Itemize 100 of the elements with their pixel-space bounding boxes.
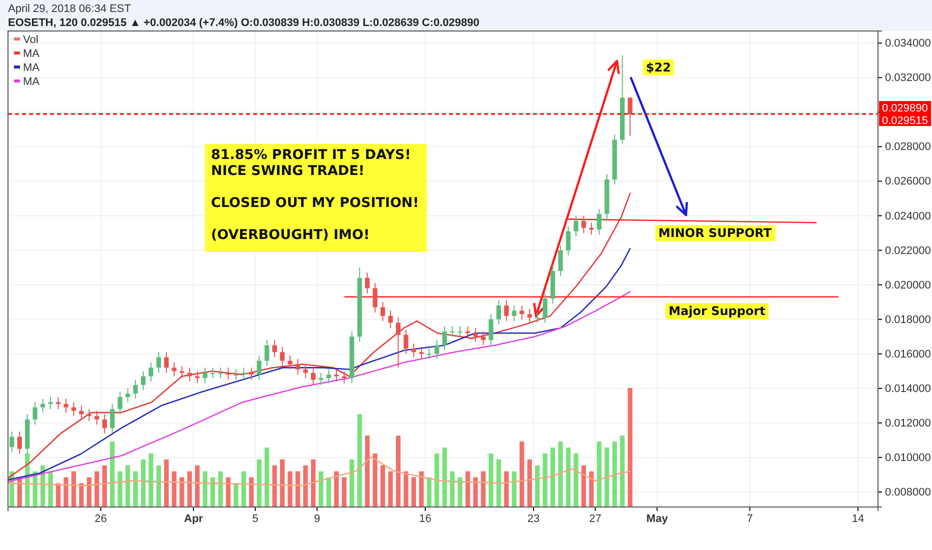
bar (156, 465, 162, 507)
candlestick (589, 222, 594, 236)
bar (202, 471, 208, 507)
candlestick (64, 398, 68, 414)
bar (133, 471, 138, 507)
candlestick (288, 355, 292, 370)
candlestick (574, 215, 578, 237)
candlestick (133, 379, 138, 400)
bar (334, 471, 339, 507)
candlestick (110, 403, 115, 434)
x-tick-label: 14 (852, 512, 864, 525)
annotation: $22 (646, 60, 671, 74)
bar (187, 471, 192, 507)
y-tick-label: 0.034000 (885, 38, 931, 50)
y-tick-label: 0.022000 (885, 244, 931, 257)
bar (303, 465, 308, 507)
candlestick (280, 346, 285, 366)
bar (71, 471, 76, 507)
candlestick (272, 340, 277, 358)
candlestick (527, 308, 532, 324)
bar (226, 477, 231, 507)
bar (118, 471, 122, 507)
candlestick (450, 326, 455, 338)
bar (442, 448, 447, 507)
candlestick (48, 396, 53, 410)
candlestick (94, 410, 100, 426)
text: 0.029515 (882, 114, 928, 127)
candlestick (504, 300, 509, 322)
candlestick (310, 367, 316, 386)
y-tick-label: 0.016000 (885, 348, 931, 360)
bar (350, 459, 354, 507)
bar (180, 477, 184, 507)
candlestick (218, 367, 223, 379)
candlestick (326, 368, 332, 384)
candlestick (118, 391, 122, 415)
bar (396, 436, 401, 507)
y-tick-label: 0.020000 (885, 279, 931, 292)
x-tick-label: 7 (746, 512, 753, 525)
bar (388, 471, 393, 507)
x-tick-label: May (646, 512, 669, 525)
bar (426, 477, 432, 507)
bar (256, 459, 262, 507)
bar (110, 442, 115, 507)
y-tick-label: 0.012000 (885, 417, 931, 430)
annotation: Major Support (668, 304, 766, 318)
candlestick (148, 362, 154, 382)
bar (620, 436, 625, 507)
candlestick (210, 367, 216, 379)
candlestick (318, 372, 324, 386)
bar (535, 465, 540, 507)
candlestick (628, 97, 632, 136)
candlestick (187, 367, 192, 382)
bar (465, 471, 470, 507)
bar (581, 465, 586, 507)
candlestick (256, 355, 262, 380)
candlestick (32, 402, 38, 426)
bar (612, 442, 617, 507)
candlestick (535, 312, 540, 324)
y-tick-label: 0.032000 (885, 72, 931, 84)
candlestick (10, 431, 14, 453)
line-series (7, 248, 631, 481)
bar (496, 459, 502, 507)
bar (172, 471, 176, 507)
chart-title: April 29, 2018 06:34 EST (8, 3, 132, 15)
bar (480, 471, 486, 507)
candlestick (520, 305, 524, 320)
candlestick (40, 398, 46, 414)
candlestick (372, 282, 378, 313)
bar (458, 477, 462, 507)
chart-subtitle: EOSETH, 120 0.029515 ▲ +0.002034 (+7.4%) O:0.030839 H:0.030839 L:0.028639 C:0.029890 (8, 17, 480, 29)
candlestick (512, 305, 516, 322)
candlestick (303, 364, 308, 379)
bar (411, 477, 416, 507)
bar (86, 477, 92, 507)
bar (272, 465, 277, 507)
candlestick (17, 431, 22, 454)
candlestick (434, 340, 440, 360)
bar (102, 465, 107, 507)
annotation: MINOR SUPPORT (658, 226, 772, 240)
bar (241, 471, 246, 507)
bar (558, 442, 563, 507)
bar (550, 448, 556, 507)
bar (218, 471, 223, 507)
candlestick (558, 244, 563, 277)
candlestick (56, 396, 61, 410)
y-tick-label: 0.014000 (885, 382, 931, 395)
bar (310, 459, 316, 507)
bar (520, 442, 524, 507)
legend-label: MA (23, 62, 40, 74)
candlestick (596, 208, 602, 236)
candlestick (396, 317, 401, 368)
bar (419, 471, 424, 507)
bar (512, 471, 516, 507)
candlestick (566, 226, 571, 256)
bar (125, 465, 130, 507)
candlestick (426, 348, 432, 360)
candlestick (480, 330, 486, 346)
y-tick-label: 0.010000 (885, 452, 931, 464)
bar (450, 471, 455, 507)
x-tick-label: 26 (94, 512, 107, 525)
